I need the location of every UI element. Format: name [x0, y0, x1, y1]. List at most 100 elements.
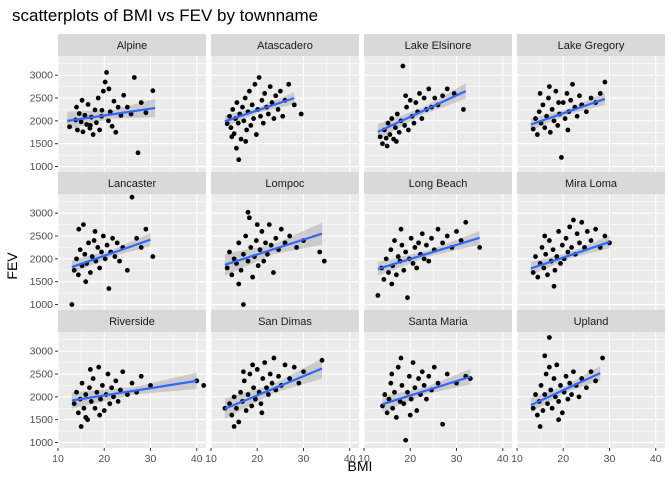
data-point [254, 367, 260, 372]
regression-line [224, 367, 323, 410]
data-point [260, 120, 266, 126]
data-point [265, 251, 270, 257]
data-point [261, 258, 267, 264]
data-point [81, 222, 86, 227]
data-point [421, 383, 427, 388]
data-point [435, 380, 441, 386]
data-point [257, 247, 263, 253]
data-point [67, 124, 72, 130]
data-point [230, 107, 236, 112]
regression-line [377, 236, 480, 270]
data-point [253, 132, 259, 137]
data-point [143, 110, 149, 116]
facet-strip [364, 34, 512, 56]
data-point [551, 118, 557, 124]
data-point [81, 405, 87, 411]
data-point [262, 360, 268, 365]
data-point [76, 226, 82, 232]
facet-strip-label: Atascadero [257, 40, 313, 52]
data-point [537, 424, 543, 429]
data-point [538, 383, 544, 388]
data-point [99, 249, 104, 255]
data-point [556, 100, 562, 105]
data-point [383, 256, 389, 262]
data-point [549, 107, 555, 112]
x-tick-label: 10 [358, 453, 370, 465]
data-point [533, 254, 538, 259]
data-point [100, 233, 106, 239]
data-point [301, 369, 306, 375]
data-point [87, 367, 93, 372]
data-point [563, 235, 569, 241]
data-point [242, 95, 248, 101]
y-tick-label: 3000 [30, 70, 54, 82]
data-point [408, 396, 414, 402]
data-point [582, 245, 587, 250]
data-point [235, 120, 241, 126]
data-point [384, 143, 390, 149]
data-point [440, 240, 446, 246]
data-point [94, 389, 100, 395]
data-point [542, 353, 548, 359]
x-tick-label: 20 [404, 453, 416, 465]
data-point [253, 238, 259, 243]
facet-strip-label: Mira Loma [565, 178, 618, 190]
data-point [90, 132, 96, 137]
data-point [260, 376, 266, 381]
data-point [417, 91, 422, 96]
data-point [76, 111, 82, 116]
data-point [600, 355, 605, 361]
data-point [544, 113, 549, 119]
facet-strip [211, 172, 359, 194]
data-point [92, 405, 98, 411]
data-point [271, 355, 277, 361]
facet-strip [517, 172, 665, 194]
data-point [546, 238, 552, 243]
data-point [380, 141, 385, 147]
data-point [111, 98, 117, 104]
data-point [79, 97, 85, 103]
data-point [106, 118, 111, 124]
x-tick-label: 10 [52, 453, 64, 465]
facet-panel: Santa Maria 10 20 30 40 [358, 310, 512, 465]
data-point [543, 371, 549, 377]
facet-strip-label: Lake Gregory [558, 40, 625, 52]
data-point [241, 118, 247, 124]
data-point [98, 396, 103, 402]
data-point [250, 274, 256, 280]
data-point [106, 286, 112, 291]
data-point [241, 378, 247, 384]
data-point [406, 373, 412, 379]
data-point [71, 401, 77, 407]
data-point [112, 254, 118, 259]
data-point [558, 261, 563, 266]
data-point [404, 104, 409, 110]
data-point [560, 100, 566, 105]
y-tick-label: 1000 [30, 161, 54, 173]
x-tick-label: 20 [98, 453, 110, 465]
data-point [444, 371, 450, 377]
data-point [593, 378, 599, 384]
data-point [556, 417, 562, 423]
x-axis-title: BMI [348, 458, 373, 474]
data-point [388, 380, 394, 386]
data-point [243, 139, 249, 144]
data-point [80, 129, 86, 135]
facet-panel: Long Beach [363, 172, 512, 310]
data-point [250, 362, 256, 368]
data-point [79, 380, 85, 386]
data-point [421, 256, 427, 262]
data-point [579, 376, 585, 381]
data-point [228, 125, 234, 131]
data-point [282, 362, 288, 368]
data-point [87, 123, 93, 128]
data-point [276, 373, 281, 379]
x-tick-label: 30 [298, 453, 310, 465]
data-point [319, 357, 325, 363]
data-point [277, 88, 283, 94]
data-point [87, 270, 93, 275]
data-point [114, 240, 120, 246]
data-point [588, 238, 594, 243]
data-point [259, 410, 265, 416]
data-point [93, 120, 99, 126]
